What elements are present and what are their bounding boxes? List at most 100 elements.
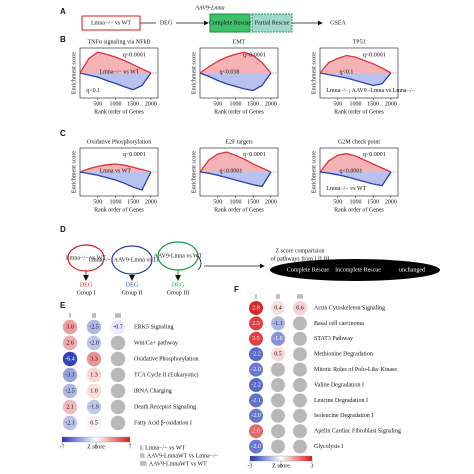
heat-cell [271, 301, 285, 315]
start-label: Lmna−/− vs WT [91, 20, 131, 26]
x-tick-label: 1000 [109, 101, 121, 107]
group-name: Group III [167, 290, 190, 296]
y-axis-label: Enrichment score [191, 151, 197, 193]
cell-label: 2.1 [66, 404, 74, 410]
heat-cell [62, 335, 78, 351]
outcome: unchanged [399, 267, 425, 273]
row-label: Fatty Acid β-oxidation I [134, 420, 192, 426]
column-label: II [276, 294, 280, 300]
area-fill [200, 172, 271, 187]
heat-cell [249, 301, 263, 315]
end-label: GSEA [330, 20, 346, 26]
cell-label: -0.7 [113, 324, 123, 330]
cell-label: 2.0 [252, 429, 260, 435]
cell-label: -2.2 [251, 352, 261, 358]
empty-cell [110, 415, 126, 431]
cell-label: -3.1 [65, 372, 75, 378]
annotation: q<0.0001 [123, 52, 146, 58]
heat-cell [249, 362, 263, 377]
x-tick-label: 2000 [145, 199, 157, 205]
x-tick-label: 2000 [265, 101, 277, 107]
gsea-curve [79, 171, 152, 191]
empty-cell [271, 439, 285, 454]
column-label: II [92, 313, 96, 319]
annotation: Lmna−/− vs WT [326, 186, 366, 192]
colorbar-tick-label: 3 [311, 463, 314, 469]
group-label: AAV9-Lmna vs WT [154, 253, 203, 259]
empty-cell [110, 399, 126, 415]
gsea-curve [319, 152, 392, 173]
x-tick-label: 1500 [367, 101, 379, 107]
colorbar-label: Z score [272, 463, 290, 469]
x-axis-label: Rank order of Genes [334, 206, 384, 213]
x-tick-label: 1000 [229, 101, 241, 107]
heat-cell [110, 319, 126, 335]
heat-cell [86, 319, 102, 335]
cell-label: -2.0 [251, 444, 261, 450]
x-tick-label: 2000 [265, 199, 277, 205]
arrow-label-bg [156, 18, 176, 28]
plot-title: TNFα signaling via NFkB [88, 39, 151, 45]
x-tick-label: 500 [213, 101, 222, 107]
cell-label: -2.0 [251, 367, 261, 373]
empty-cell [110, 383, 126, 399]
plot-title: E2F targets [225, 139, 253, 145]
plot-title: TP53 [352, 39, 365, 45]
heat-cell [271, 316, 285, 331]
x-tick-label: 1000 [349, 101, 361, 107]
comparison-text: of pathways from I,II,III [271, 255, 330, 262]
row-label: Leucine Degradation I [314, 398, 368, 404]
arrow-label: DEG [160, 20, 173, 26]
x-tick-label: 500 [333, 101, 342, 107]
row-label: STAT3 Pathway [314, 336, 353, 342]
area-fill [320, 153, 391, 172]
heat-cell [62, 319, 78, 335]
empty-cell [293, 347, 307, 362]
x-tick-label: 2000 [385, 199, 397, 205]
cell-label: 2.8 [252, 305, 260, 311]
colorbar-tick-label: 0 [280, 463, 283, 469]
x-tick-label: 1000 [229, 199, 241, 205]
empty-cell [293, 439, 307, 454]
heat-cell [249, 408, 263, 423]
heat-cell [249, 347, 263, 362]
x-tick-label: 1000 [109, 199, 121, 205]
cell-label: -1.1 [273, 321, 283, 327]
plot-title: Oxidative Phosphorylation [87, 139, 152, 145]
y-axis-label: Enrichment score [311, 151, 317, 193]
x-tick-label: 1500 [247, 199, 259, 205]
area-fill [320, 55, 391, 73]
empty-cell [293, 331, 307, 346]
legend-line: I: Lmna−/− vs WT [140, 445, 185, 451]
heat-cell [249, 439, 263, 454]
x-tick-label: 500 [333, 199, 342, 205]
empty-cell [110, 335, 126, 351]
deg-label: DEG [172, 282, 185, 288]
row-label: ERK5 Signaling [134, 324, 174, 330]
empty-cell [271, 424, 285, 439]
heat-cell [86, 351, 102, 367]
complete-label: Complete Rescue [209, 20, 251, 26]
column-label: III [115, 313, 121, 319]
treatment-label: AAV9-Lmna [194, 5, 224, 11]
colorbar-tick-label: -3 [248, 463, 253, 469]
cell-label: 2.5 [252, 336, 260, 342]
panel-label: D [60, 225, 66, 234]
plot-title: G2M check point [338, 139, 380, 145]
cell-label: 1.3 [90, 372, 98, 378]
colorbar [61, 436, 131, 443]
colorbar-label: Z score [87, 444, 105, 450]
empty-cell [110, 367, 126, 383]
empty-cell [293, 424, 307, 439]
heat-cell [86, 367, 102, 383]
annotation: q<0.038 [220, 69, 240, 75]
cell-label: -1.9 [89, 404, 99, 410]
row-label: Apelin Cardiac Fibroblast Signaling [314, 429, 401, 435]
cell-label: -2.5 [65, 388, 75, 394]
column-label: I [255, 294, 257, 300]
cell-label: -6.4 [65, 356, 75, 362]
gsea-curve [199, 51, 272, 74]
row-label: Valine Degradation I [314, 382, 364, 388]
empty-cell [293, 393, 307, 408]
outcome-oval [270, 259, 440, 281]
